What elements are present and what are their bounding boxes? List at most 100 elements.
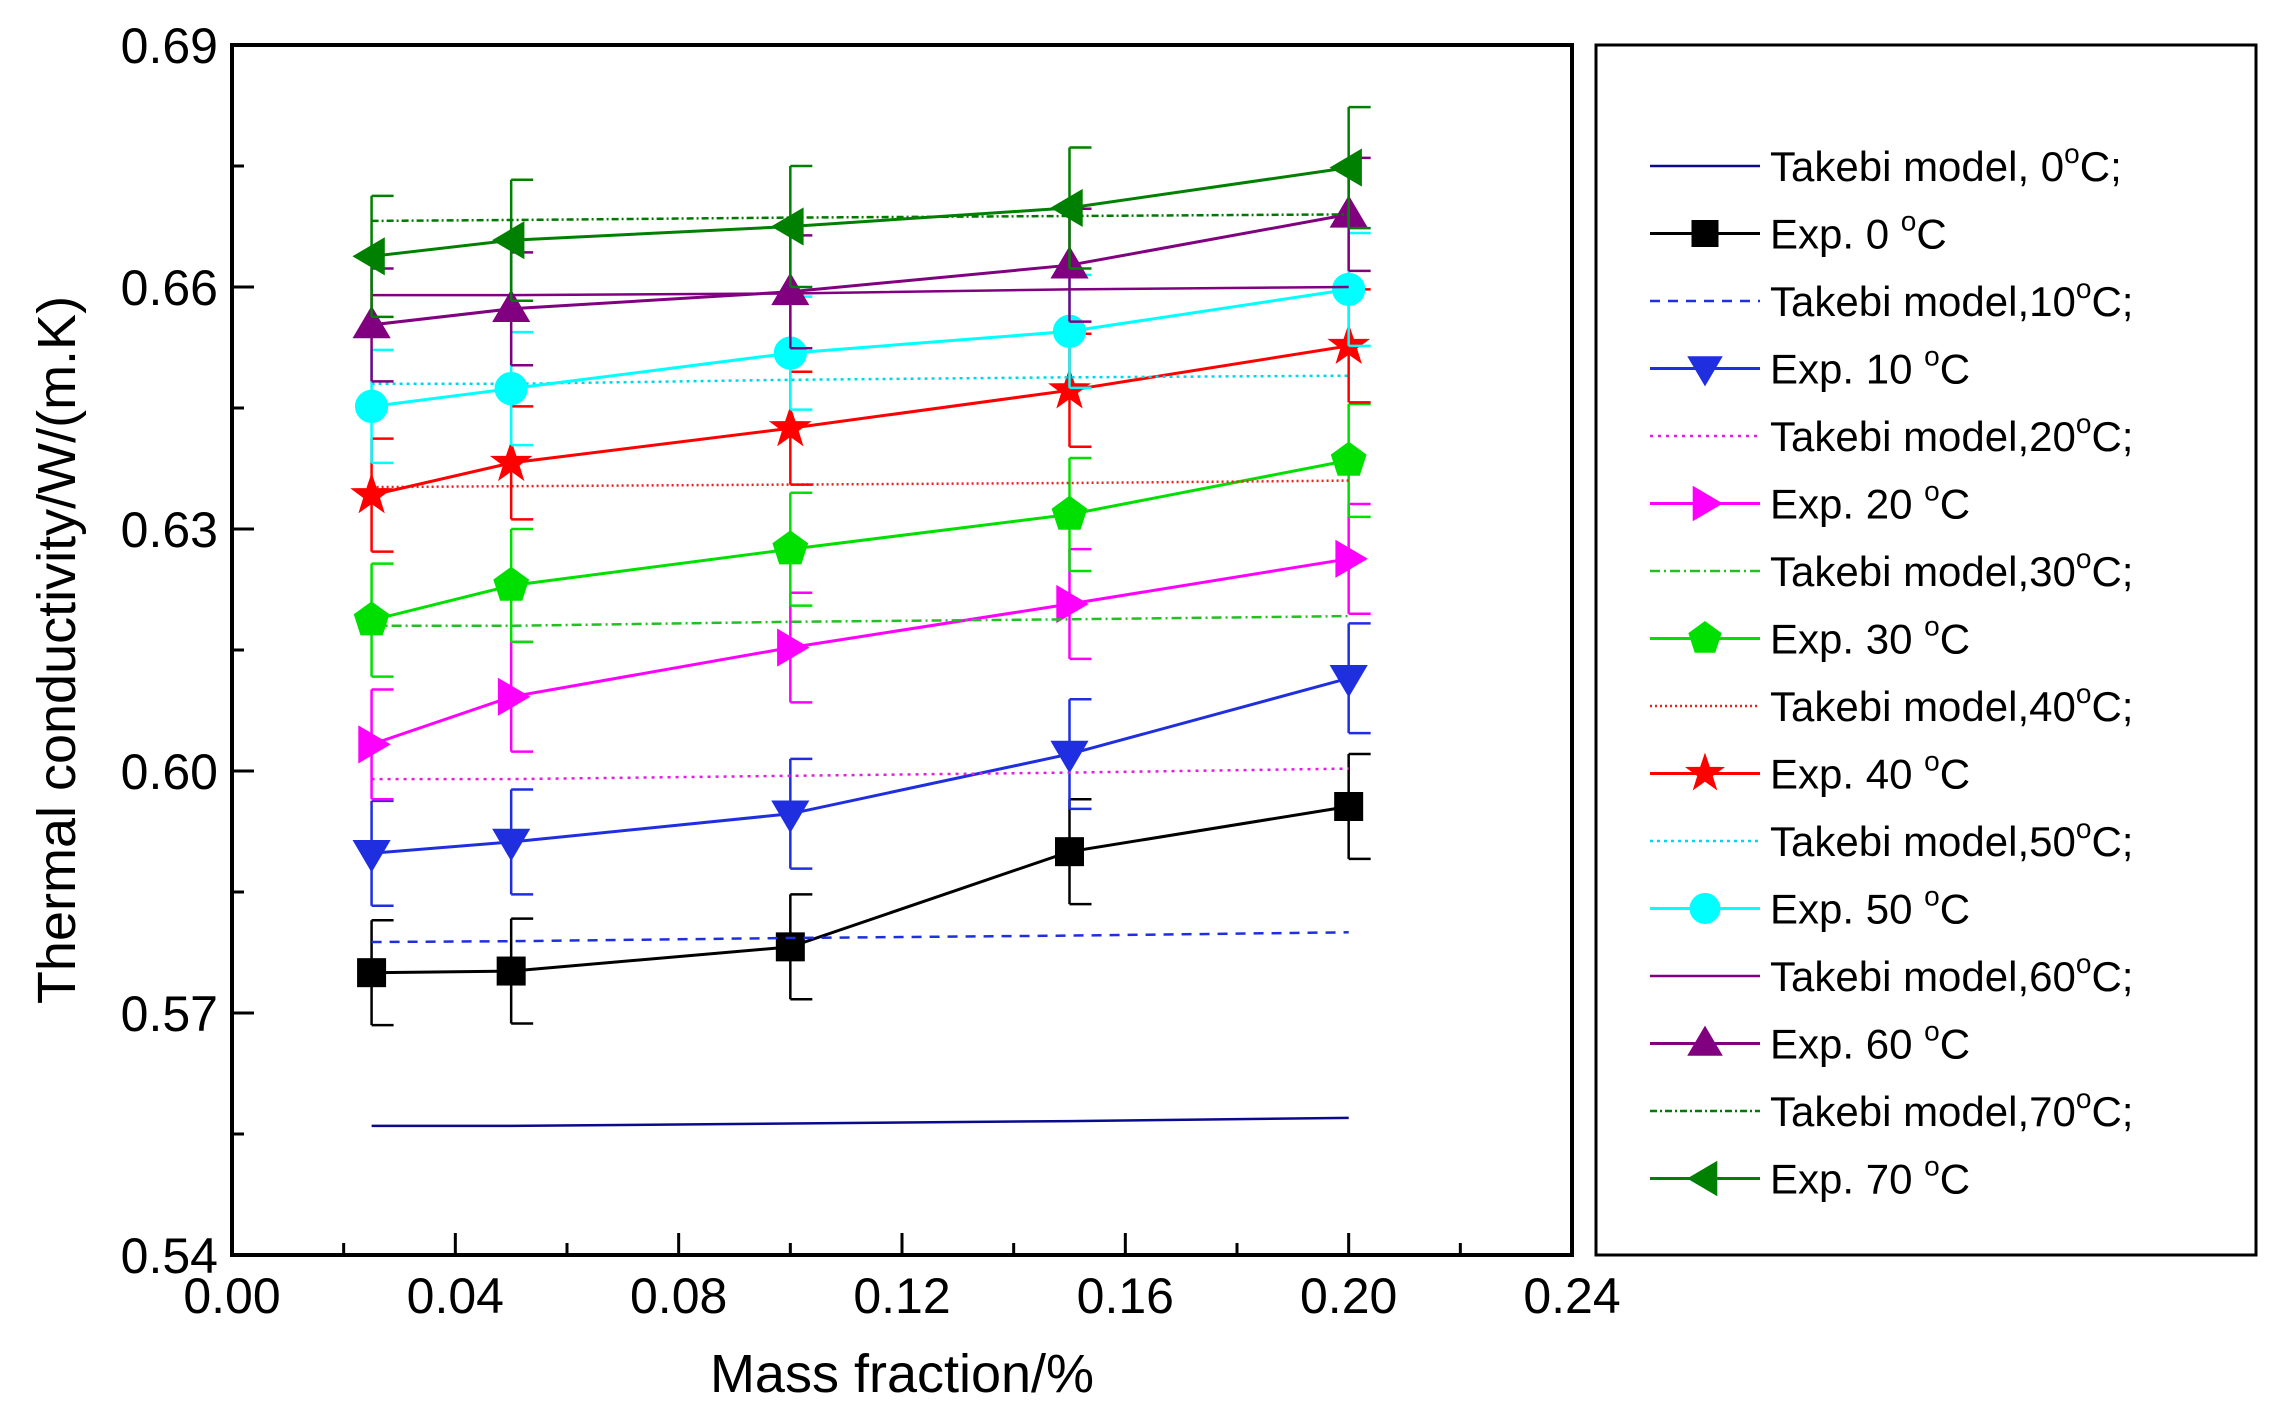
legend-item: Takebi model,60oC; xyxy=(1650,948,2133,1000)
legend-label: Exp. 20 oC xyxy=(1770,476,1970,528)
series-line xyxy=(371,479,1349,489)
data-point xyxy=(771,272,810,306)
y-tick-label: 0.57 xyxy=(121,986,218,1042)
data-point xyxy=(1332,272,1366,307)
series-3 xyxy=(371,931,1349,944)
legend-label: Takebi model,60oC; xyxy=(1770,948,2133,1000)
y-tick-label: 0.54 xyxy=(121,1228,218,1284)
data-point xyxy=(352,237,385,276)
legend-label: Exp. 30 oC xyxy=(1770,611,1970,663)
x-tick-label: 0.12 xyxy=(853,1268,950,1324)
series-line xyxy=(371,213,1349,223)
legend-item: Exp. 0 oC xyxy=(1650,206,1947,258)
legend-item: Exp. 70 oC xyxy=(1650,1151,1970,1203)
legend-marker xyxy=(1689,893,1721,924)
data-point xyxy=(1329,665,1368,698)
legend-item: Takebi model,30oC; xyxy=(1650,543,2133,595)
series-line xyxy=(371,767,1349,781)
legend-item: Takebi model,70oC; xyxy=(1650,1083,2133,1135)
data-point xyxy=(1056,584,1089,624)
data-point xyxy=(496,956,526,986)
legend-label: Takebi model,40oC; xyxy=(1770,678,2133,730)
legend-label: Takebi model, 0oC; xyxy=(1770,138,2122,190)
series-line xyxy=(371,931,1349,944)
series-5 xyxy=(371,767,1349,781)
data-point xyxy=(494,372,528,406)
legend-item: Exp. 40 oC xyxy=(1650,746,1970,798)
legend-marker xyxy=(1687,1160,1718,1197)
data-point xyxy=(777,628,810,667)
data-point xyxy=(353,601,390,636)
legend-marker xyxy=(1691,220,1719,247)
series-12 xyxy=(354,231,1371,465)
plot-area xyxy=(350,105,1371,1128)
legend: Takebi model, 0oC; Exp. 0 oC Takebi model,… xyxy=(1650,138,2133,1203)
legend-item: Exp. 60 oC xyxy=(1650,1016,1970,1068)
axes: 0.00 0.04 0.08 0.12 0.16 0.20 0.24 0.54 0.57 0.60… xyxy=(121,18,1621,1324)
legend-item: Takebi model,50oC; xyxy=(1650,813,2133,865)
data-point xyxy=(492,828,531,862)
data-point xyxy=(1335,539,1368,578)
data-point xyxy=(1050,740,1089,774)
x-tick-label: 0.04 xyxy=(407,1268,504,1324)
legend-marker xyxy=(1687,356,1723,387)
data-point xyxy=(489,440,533,482)
legend-item: Takebi model,40oC; xyxy=(1650,678,2133,730)
legend-marker xyxy=(1687,1025,1723,1056)
data-point xyxy=(772,530,809,565)
series-line xyxy=(371,374,1349,386)
data-point xyxy=(768,405,812,447)
legend-item: Takebi model,20oC; xyxy=(1650,408,2133,460)
data-point xyxy=(1329,148,1362,187)
series-6 xyxy=(358,502,1371,801)
legend-item: Takebi model,10oC; xyxy=(1650,273,2133,325)
x-axis-title: Mass fraction/% xyxy=(710,1344,1094,1404)
data-point xyxy=(1334,791,1364,821)
legend-label: Exp. 40 oC xyxy=(1770,746,1970,798)
data-point xyxy=(497,677,531,716)
legend-label: Exp. 70 oC xyxy=(1770,1151,1970,1203)
legend-item: Takebi model, 0oC; xyxy=(1650,138,2122,190)
y-tick-label: 0.63 xyxy=(121,502,218,558)
data-point xyxy=(492,289,531,322)
series-11 xyxy=(371,374,1349,386)
legend-marker xyxy=(1685,752,1725,791)
series-4 xyxy=(352,622,1371,907)
series-9 xyxy=(371,479,1349,489)
data-point xyxy=(1051,495,1088,530)
legend-label: Takebi model,10oC; xyxy=(1770,273,2133,325)
series-8 xyxy=(353,402,1371,678)
legend-item: Exp. 10 oC xyxy=(1650,341,1970,393)
legend-label: Takebi model,20oC; xyxy=(1770,408,2133,460)
legend-label: Exp. 60 oC xyxy=(1770,1016,1970,1068)
data-point xyxy=(775,932,805,962)
series-2 xyxy=(357,752,1371,1027)
x-tick-label: 0.16 xyxy=(1077,1268,1174,1324)
legend-marker xyxy=(1688,620,1722,653)
data-point xyxy=(358,725,391,764)
data-point xyxy=(492,221,525,260)
x-tick-label: 0.20 xyxy=(1300,1268,1397,1324)
data-point xyxy=(352,305,391,339)
series-16 xyxy=(352,105,1371,319)
legend-label: Takebi model,70oC; xyxy=(1770,1083,2133,1135)
data-point xyxy=(1330,441,1367,476)
legend-label: Exp. 10 oC xyxy=(1770,341,1970,393)
x-tick-label: 0.00 xyxy=(183,1268,280,1324)
data-point xyxy=(1050,188,1083,227)
series-15 xyxy=(371,213,1349,223)
data-point xyxy=(357,958,387,988)
legend-item: Exp. 50 oC xyxy=(1650,881,1970,933)
legend-label: Takebi model,50oC; xyxy=(1770,813,2133,865)
legend-marker xyxy=(1692,485,1723,522)
legend-item: Exp. 20 oC xyxy=(1650,476,1970,528)
data-point xyxy=(354,389,389,423)
data-point xyxy=(771,207,804,246)
x-tick-label: 0.24 xyxy=(1523,1268,1620,1324)
series-1 xyxy=(371,1116,1349,1128)
legend-label: Exp. 0 oC xyxy=(1770,206,1947,258)
data-point xyxy=(1055,837,1084,867)
data-point xyxy=(493,566,530,601)
data-point xyxy=(352,840,391,873)
